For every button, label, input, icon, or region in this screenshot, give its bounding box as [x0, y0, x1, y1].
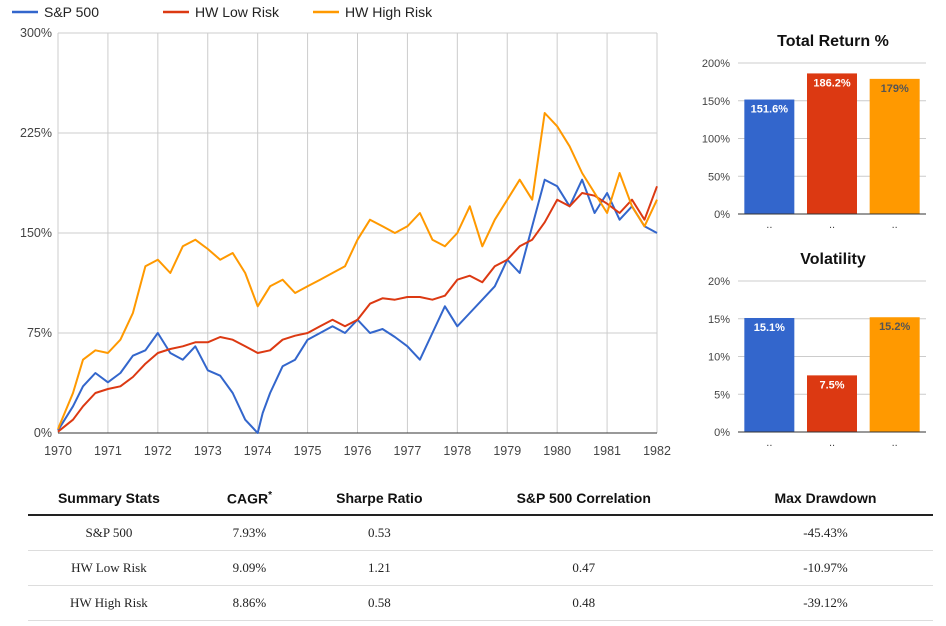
volatility-bar-chart: Volatility 0% 5% 10% 15% 20% 15.1%.. 7.5%.. 15.2…: [708, 251, 926, 446]
y-tick-label: 200%: [702, 58, 730, 70]
y-tick-label: 100%: [702, 134, 730, 146]
series-line-2: [57, 112, 658, 430]
bar-data-label: 15.2%: [879, 321, 910, 333]
drawdown-cell: -39.12%: [717, 585, 933, 621]
legend-label: HW Low Risk: [195, 4, 280, 20]
bar-data-label: 179%: [881, 83, 909, 95]
bar-chart-title: Volatility: [800, 251, 866, 268]
x-tick-mark: ..: [766, 437, 772, 446]
x-tick-mark: ..: [829, 219, 835, 231]
series-line-0: [57, 178, 658, 434]
y-tick-label: 5%: [714, 389, 730, 401]
gridlines: [57, 32, 658, 434]
bar-0: [744, 317, 795, 432]
sharpe-cell: 0.53: [309, 515, 450, 551]
summary-stats-table: Summary Stats CAGR* Sharpe Ratio S&P 500…: [28, 482, 933, 621]
table-row: S&P 500 7.93% 0.53 -45.43%: [28, 515, 933, 551]
x-tick-label: 1974: [244, 444, 272, 458]
correlation-cell: 0.48: [449, 585, 718, 621]
table-row: HW High Risk 8.86% 0.58 0.48 -39.12%: [28, 585, 933, 621]
x-tick-label: 1977: [394, 444, 422, 458]
cagr-cell: 8.86%: [189, 585, 310, 621]
x-tick-label: 1970: [44, 444, 72, 458]
y-tick-label: 0%: [714, 209, 730, 221]
sharpe-cell: 0.58: [309, 585, 450, 621]
bar-data-label: 186.2%: [813, 77, 851, 89]
bar-chart-title: Total Return %: [777, 33, 889, 50]
total-return-bar-chart: Total Return % 0% 50% 100% 150% 200% 151.6%.. 1…: [702, 33, 926, 231]
y-tick-label: 300%: [20, 26, 52, 40]
x-tick-mark: ..: [892, 437, 898, 446]
x-tick-label: 1979: [493, 444, 521, 458]
row-label: HW Low Risk: [28, 550, 190, 586]
legend-item-1: HW Low Risk: [163, 4, 280, 20]
bar-data-label: 15.1%: [754, 322, 785, 334]
correlation-cell: [449, 515, 718, 551]
legend-label: S&P 500: [44, 4, 99, 20]
bar-data-label: 151.6%: [751, 104, 789, 116]
main-line-chart: 1970 1971 1972 1973 1974 1975 1976 1977 1978 1979…: [12, 4, 671, 458]
y-tick-label: 50%: [708, 171, 730, 183]
row-label: S&P 500: [28, 515, 190, 551]
bar-1: [807, 73, 857, 214]
x-tick-mark: ..: [892, 219, 898, 231]
cagr-cell: 7.93%: [189, 515, 310, 551]
table-row: HW Low Risk 9.09% 1.21 0.47 -10.97%: [28, 550, 933, 586]
x-tick-label: 1978: [443, 444, 471, 458]
x-tick-label: 1975: [294, 444, 322, 458]
drawdown-cell: -45.43%: [717, 515, 933, 551]
x-tick-label: 1971: [94, 444, 122, 458]
cagr-cell: 9.09%: [189, 550, 310, 586]
bar-2: [869, 78, 920, 214]
x-tick-label: 1981: [593, 444, 621, 458]
y-tick-label: 10%: [708, 352, 730, 364]
x-tick-mark: ..: [829, 437, 835, 446]
x-tick-label: 1973: [194, 444, 222, 458]
x-tick-mark: ..: [766, 219, 772, 231]
row-label: HW High Risk: [28, 585, 190, 621]
y-tick-label: 0%: [34, 426, 52, 440]
y-tick-label: 0%: [714, 427, 730, 439]
y-tick-label: 225%: [20, 126, 52, 140]
x-tick-label: 1982: [643, 444, 671, 458]
y-tick-label: 75%: [27, 326, 52, 340]
header-correlation: S&P 500 Correlation: [449, 482, 718, 516]
bar-2: [869, 317, 920, 432]
x-tick-label: 1972: [144, 444, 172, 458]
table-header-row: Summary Stats CAGR* Sharpe Ratio S&P 500…: [28, 482, 933, 516]
legend-item-0: S&P 500: [12, 4, 99, 20]
legend-item-2: HW High Risk: [313, 4, 433, 20]
x-tick-label: 1980: [543, 444, 571, 458]
y-tick-label: 150%: [702, 96, 730, 108]
y-tick-label: 150%: [20, 226, 52, 240]
correlation-cell: 0.47: [449, 550, 718, 586]
y-tick-label: 20%: [708, 276, 730, 288]
y-tick-label: 15%: [708, 314, 730, 326]
bar-0: [744, 99, 795, 214]
header-max-drawdown: Max Drawdown: [717, 482, 933, 516]
header-sharpe-ratio: Sharpe Ratio: [309, 482, 450, 516]
drawdown-cell: -10.97%: [717, 550, 933, 586]
series-line-1: [57, 185, 658, 433]
header-cagr: CAGR*: [189, 482, 310, 516]
bar-1: [807, 375, 857, 432]
x-tick-label: 1976: [344, 444, 372, 458]
legend-label: HW High Risk: [345, 4, 433, 20]
sharpe-cell: 1.21: [309, 550, 450, 586]
bar-data-label: 7.5%: [819, 379, 844, 391]
header-summary-stats: Summary Stats: [28, 482, 190, 516]
